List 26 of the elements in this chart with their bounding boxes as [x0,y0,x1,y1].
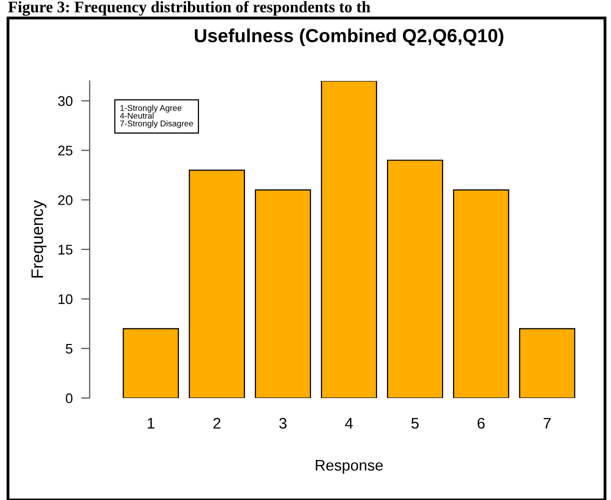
x-tick-label: 1 [148,418,154,429]
y-tick-label: 5 [66,344,72,354]
bar [254,189,312,398]
y-tick-label: 15 [58,244,72,255]
y-tick-label: 30 [58,96,72,106]
x-tick-label: 5 [411,418,419,429]
x-tick-label: 3 [279,418,287,429]
bar [188,170,245,398]
x-tick-label: 2 [213,418,220,429]
x-tick-label: 6 [478,418,485,429]
x-tick-label: 7 [544,418,551,429]
x-tick-label: 4 [345,418,353,429]
y-axis-title: Frequency [32,200,46,278]
bar [122,328,179,398]
y-tick-label: 20 [58,195,72,206]
x-axis-title: Response [316,460,383,474]
bar [320,81,378,398]
bar [386,160,444,398]
caption: Figure 3: Frequency distribution of respondents to th [8,1,370,16]
y-tick-label: 25 [58,146,72,156]
bar [519,328,576,398]
annotation: 1-Strongly Agree 4-Neutral 7-Strongly Disagree [120,104,194,128]
y-tick-label: 10 [58,294,72,304]
bar [453,189,510,398]
chart-title: Usefulness (Combined Q2,Q6,Q10) [194,28,504,46]
y-tick-label: 0 [66,393,72,404]
